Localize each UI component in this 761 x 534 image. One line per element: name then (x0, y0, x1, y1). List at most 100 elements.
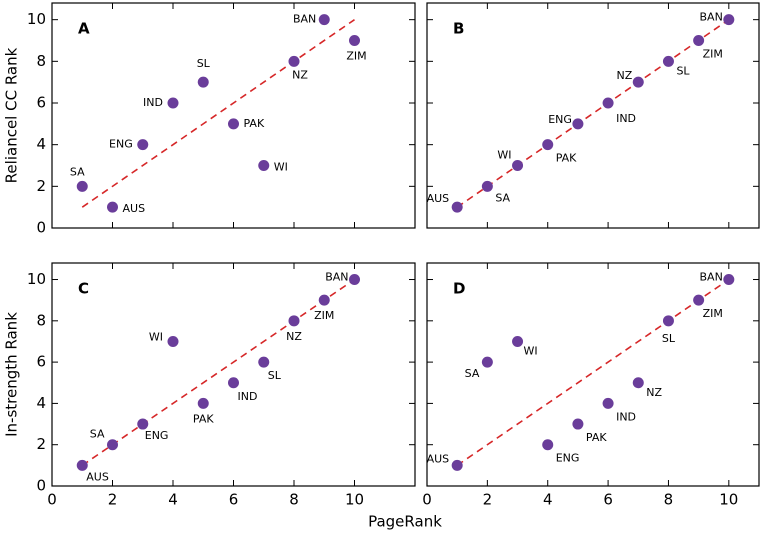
point-label: ZIM (703, 307, 723, 320)
x-tick-label: 10 (345, 491, 364, 509)
y-tick-label: 4 (36, 135, 46, 153)
y-tick-label: 6 (36, 353, 46, 371)
point-label: PAK (556, 152, 577, 165)
x-tick-label: 2 (108, 491, 118, 509)
point (258, 160, 270, 171)
point-label: SL (676, 64, 690, 77)
point-label: ENG (556, 452, 580, 465)
x-tick-label: 6 (603, 491, 613, 509)
point-label: IND (238, 390, 258, 403)
y-tick-label: 0 (36, 477, 46, 495)
reference-line (456, 278, 730, 467)
point-label: BAN (293, 13, 316, 26)
point (288, 55, 300, 67)
point-label: SL (268, 369, 282, 382)
x-tick-label: 10 (719, 491, 738, 509)
x-tick-label: 4 (168, 491, 178, 509)
y-tick-label: 2 (36, 435, 46, 453)
point (723, 14, 735, 26)
point-label: WI (149, 330, 163, 343)
y-tick-label: 8 (36, 52, 46, 70)
x-tick-label: 8 (664, 491, 674, 509)
point-label: AUS (427, 452, 450, 465)
point (602, 397, 614, 409)
plot-frame (426, 262, 760, 487)
x-tick-label: 0 (47, 491, 57, 509)
point (632, 377, 644, 389)
point-label: SA (70, 165, 85, 178)
plot-frame (426, 2, 760, 229)
point (481, 356, 493, 368)
plot-frame (51, 262, 416, 487)
point-label: ENG (145, 429, 169, 442)
point (512, 160, 524, 171)
x-tick-label: 8 (289, 491, 299, 509)
point (542, 439, 554, 451)
point (107, 439, 118, 451)
point (107, 201, 118, 213)
point-label: ENG (548, 113, 572, 126)
point (542, 139, 554, 151)
point (349, 274, 360, 286)
reference-line (456, 19, 730, 208)
point-label: SA (495, 191, 510, 204)
point-label: PAK (244, 117, 265, 130)
point-label: AUS (123, 202, 146, 215)
point (512, 335, 524, 347)
point (167, 97, 179, 109)
point (318, 294, 330, 306)
y-tick-label: 4 (36, 394, 46, 412)
y-tick-label: 10 (27, 270, 46, 288)
point (662, 315, 674, 327)
point-label: WI (497, 149, 511, 162)
point-label: AUS (86, 470, 109, 483)
plot-frame (51, 2, 416, 229)
point-label: WI (524, 344, 538, 357)
x-tick-label: 4 (543, 491, 553, 509)
point (288, 315, 300, 327)
point (723, 274, 735, 286)
panel-letter: B (453, 20, 464, 38)
point-label: SA (90, 428, 105, 441)
point (451, 201, 463, 213)
y-tick-label: 2 (36, 177, 46, 195)
point-label: ZIM (703, 48, 723, 61)
point-label: IND (616, 112, 636, 125)
point (451, 459, 463, 471)
point-label: SA (465, 367, 480, 380)
reference-line (81, 278, 355, 467)
point-label: IND (616, 410, 636, 423)
point-label: BAN (700, 271, 723, 284)
point-label: NZ (292, 68, 308, 81)
point-label: ZIM (346, 50, 366, 63)
point-label: NZ (646, 386, 662, 399)
x-tick-label: 2 (483, 491, 493, 509)
point-label: AUS (427, 192, 450, 205)
point (572, 118, 584, 130)
point (632, 76, 644, 88)
point (693, 35, 705, 46)
x-axis-label: PageRank (368, 513, 442, 531)
point (197, 76, 209, 88)
point (137, 418, 149, 430)
point (572, 418, 584, 430)
point-label: ZIM (314, 309, 334, 322)
point (602, 97, 614, 109)
point-label: PAK (586, 431, 607, 444)
point-label: BAN (325, 271, 348, 284)
point (228, 377, 239, 389)
x-tick-label: 0 (422, 491, 432, 509)
point (76, 180, 88, 192)
point-label: ENG (109, 138, 133, 151)
point (137, 139, 149, 151)
y-tick-label: 0 (36, 219, 46, 237)
point-label: BAN (700, 11, 723, 24)
point-label: SL (662, 332, 676, 345)
x-tick-label: 6 (229, 491, 239, 509)
point (76, 459, 88, 471)
point (662, 55, 674, 67)
y-tick-label: 6 (36, 94, 46, 112)
y-axis-label: In-strength Rank (3, 312, 21, 437)
